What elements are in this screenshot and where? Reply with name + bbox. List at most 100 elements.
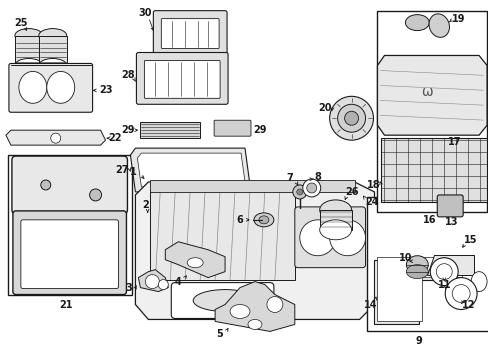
Ellipse shape [193,289,256,311]
Ellipse shape [302,179,320,197]
Text: 21: 21 [59,300,72,310]
Ellipse shape [89,189,102,201]
FancyBboxPatch shape [13,211,126,294]
Ellipse shape [296,189,302,195]
Ellipse shape [306,183,316,193]
Text: 3: 3 [125,283,132,293]
Ellipse shape [266,297,282,312]
Ellipse shape [47,71,75,103]
FancyBboxPatch shape [436,195,462,217]
FancyBboxPatch shape [21,220,118,289]
Polygon shape [138,270,168,292]
Polygon shape [377,55,486,135]
Polygon shape [377,257,461,321]
Text: 23: 23 [99,85,112,95]
Ellipse shape [406,256,427,274]
Text: 2: 2 [142,200,148,210]
Ellipse shape [41,180,51,190]
Ellipse shape [158,280,168,289]
Ellipse shape [19,71,47,103]
Bar [140,122,200,138]
Ellipse shape [451,285,469,302]
Ellipse shape [444,278,476,310]
Text: 1: 1 [130,167,137,177]
Polygon shape [137,153,244,187]
Bar [150,180,354,192]
Ellipse shape [337,104,365,132]
FancyBboxPatch shape [12,156,127,214]
Ellipse shape [292,185,306,199]
Ellipse shape [187,258,203,268]
Text: 7: 7 [286,173,293,183]
Bar [8,155,132,294]
Ellipse shape [39,28,66,42]
Ellipse shape [428,14,448,37]
Text: 14: 14 [363,300,376,310]
Text: 12: 12 [462,300,475,310]
Bar [319,210,351,230]
Bar [366,197,488,332]
Ellipse shape [406,265,427,279]
Text: 30: 30 [139,8,152,18]
Text: 20: 20 [317,103,331,113]
Text: 5: 5 [216,329,223,339]
Ellipse shape [405,15,428,31]
FancyBboxPatch shape [136,53,227,104]
Polygon shape [6,130,105,145]
Bar [150,190,294,280]
FancyBboxPatch shape [171,283,273,319]
FancyBboxPatch shape [153,11,226,54]
Text: 8: 8 [314,172,321,182]
Ellipse shape [229,305,249,319]
Ellipse shape [435,264,451,280]
Ellipse shape [299,220,335,256]
Ellipse shape [247,319,262,329]
Bar [15,36,42,66]
Ellipse shape [39,58,66,72]
Text: 28: 28 [122,71,135,80]
Bar [377,11,486,212]
FancyBboxPatch shape [214,120,250,136]
Ellipse shape [145,275,159,289]
Bar [381,138,486,202]
Text: 26: 26 [344,187,358,197]
Text: 29: 29 [253,125,266,135]
Polygon shape [215,282,294,332]
Polygon shape [135,182,374,319]
Ellipse shape [319,200,351,220]
Text: ω: ω [421,85,432,99]
Text: 18: 18 [366,180,380,190]
Polygon shape [427,255,473,275]
Text: 10: 10 [398,253,411,263]
Polygon shape [374,260,458,324]
FancyBboxPatch shape [9,63,92,112]
Ellipse shape [15,58,42,72]
Ellipse shape [470,272,486,292]
Ellipse shape [329,96,373,140]
Ellipse shape [344,111,358,125]
Ellipse shape [329,220,365,256]
Polygon shape [130,148,249,192]
Text: 19: 19 [451,14,465,24]
Text: 15: 15 [464,235,477,245]
Bar [39,36,66,66]
FancyBboxPatch shape [161,19,219,49]
Ellipse shape [51,133,61,143]
Text: 4: 4 [175,276,181,287]
Ellipse shape [443,276,463,293]
Text: 6: 6 [236,215,243,225]
Ellipse shape [429,258,457,285]
Ellipse shape [319,220,351,240]
Text: 9: 9 [415,336,422,346]
Text: 13: 13 [444,217,457,227]
Text: 24: 24 [364,197,378,207]
Text: 17: 17 [447,137,461,147]
Text: 11: 11 [437,280,450,289]
FancyBboxPatch shape [144,60,220,98]
FancyBboxPatch shape [294,207,365,268]
Text: 22: 22 [108,133,122,143]
Ellipse shape [15,28,42,42]
Text: 27: 27 [116,165,129,175]
Text: 29: 29 [122,125,135,135]
Polygon shape [165,242,224,278]
